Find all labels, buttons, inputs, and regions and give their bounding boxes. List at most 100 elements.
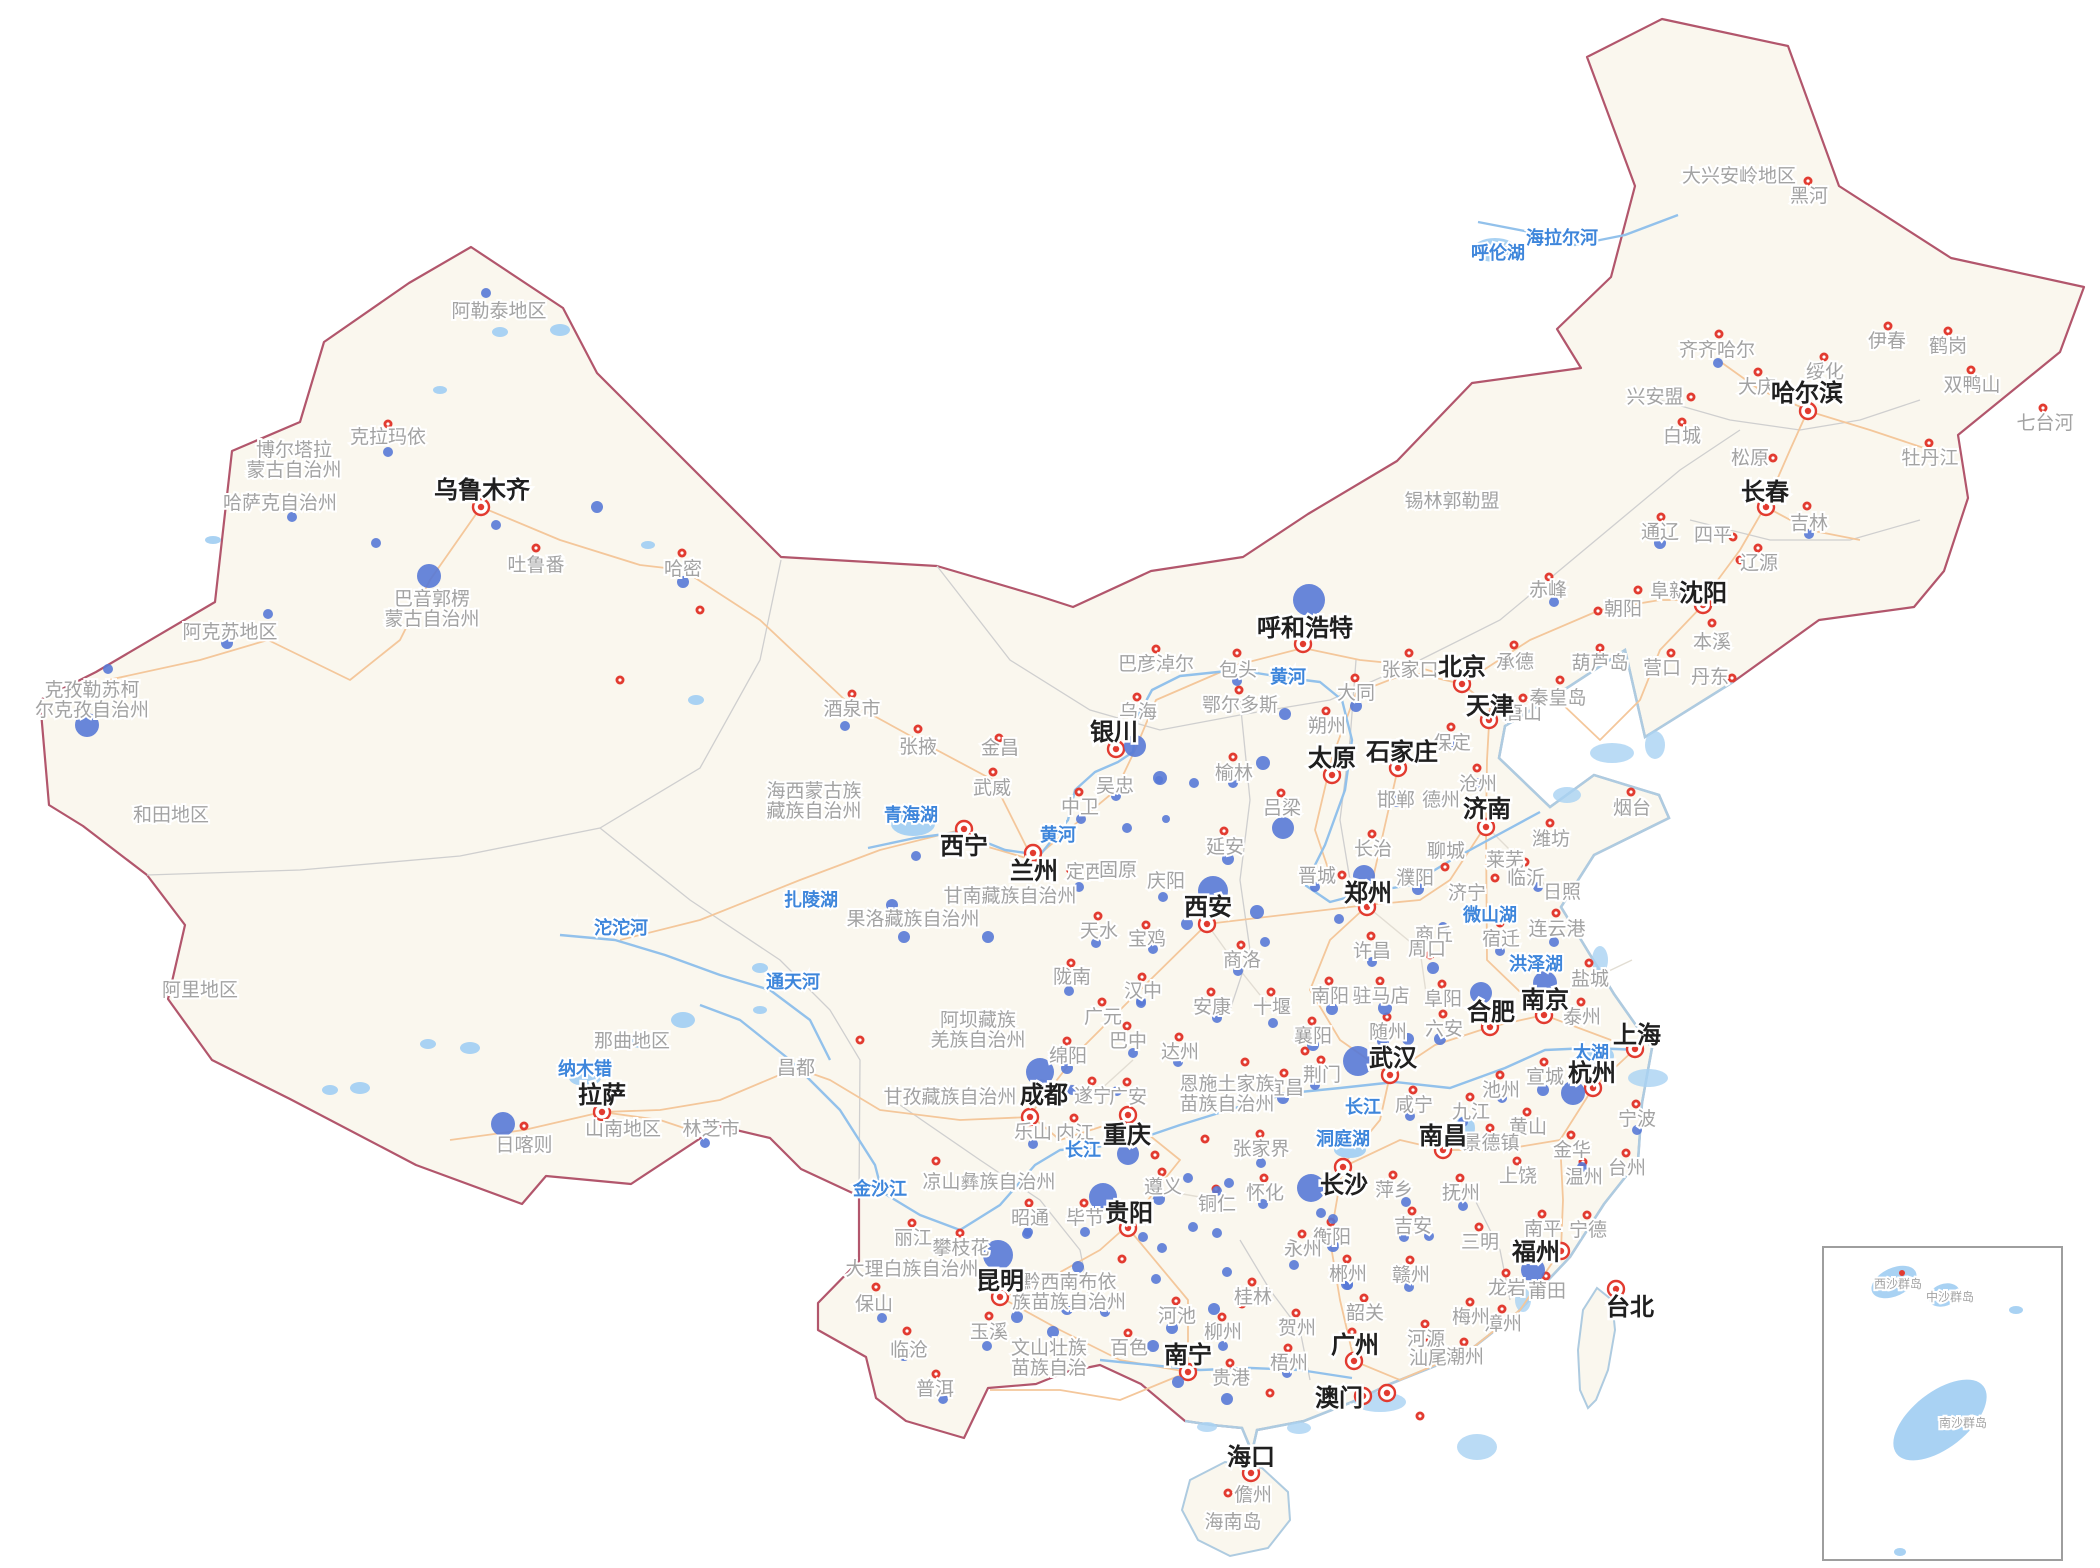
city-bubble[interactable] xyxy=(263,609,273,619)
city-bubble[interactable] xyxy=(1076,814,1086,824)
city-bubble[interactable] xyxy=(1436,796,1446,806)
city-bubble[interactable] xyxy=(1350,700,1362,712)
city-bubble[interactable] xyxy=(1221,1393,1233,1405)
city-bubble[interactable] xyxy=(1155,776,1163,784)
city-bubble[interactable] xyxy=(1289,1260,1299,1270)
city-bubble[interactable] xyxy=(1138,1232,1148,1242)
city-bubble[interactable] xyxy=(1181,918,1193,930)
city-bubble[interactable] xyxy=(886,899,898,911)
city-bubble[interactable] xyxy=(1334,914,1344,924)
city-bubble[interactable] xyxy=(1632,1125,1642,1135)
city-bubble[interactable] xyxy=(1402,1033,1414,1045)
city-bubble[interactable] xyxy=(1128,1048,1138,1058)
city-bubble[interactable] xyxy=(1577,1162,1587,1172)
city-bubble[interactable] xyxy=(1434,1033,1446,1045)
city-bubble[interactable] xyxy=(591,501,603,513)
city-bubble[interactable] xyxy=(938,1394,948,1404)
city-bubble[interactable] xyxy=(1549,937,1559,947)
city-bubble[interactable] xyxy=(1282,1368,1292,1378)
city-bubble[interactable] xyxy=(491,520,501,530)
city-bubble[interactable] xyxy=(1401,1197,1411,1207)
city-bubble[interactable] xyxy=(1208,1303,1220,1315)
city-bubble[interactable] xyxy=(983,1240,1013,1270)
city-bubble[interactable] xyxy=(1470,982,1492,1004)
city-bubble[interactable] xyxy=(1713,358,1723,368)
city-bubble[interactable] xyxy=(1151,1274,1161,1284)
city-bubble[interactable] xyxy=(877,1313,887,1323)
city-bubble[interactable] xyxy=(1228,778,1238,788)
city-bubble[interactable] xyxy=(1533,882,1543,892)
city-bubble[interactable] xyxy=(75,713,99,737)
city-bubble[interactable] xyxy=(1173,1057,1183,1067)
city-bubble[interactable] xyxy=(1157,1243,1167,1253)
city-bubble[interactable] xyxy=(1061,1062,1073,1074)
city-bubble[interactable] xyxy=(1353,865,1375,887)
city-bubble[interactable] xyxy=(1028,1139,1038,1149)
city-bubble[interactable] xyxy=(1561,1081,1585,1105)
city-bubble[interactable] xyxy=(1188,1222,1198,1232)
city-bubble[interactable] xyxy=(700,1138,710,1148)
city-bubble[interactable] xyxy=(371,538,381,548)
city-bubble[interactable] xyxy=(221,637,233,649)
city-bubble[interactable] xyxy=(1183,1173,1193,1183)
city-bubble[interactable] xyxy=(1124,735,1146,757)
city-bubble[interactable] xyxy=(1403,665,1415,677)
city-bubble[interactable] xyxy=(1495,946,1505,956)
city-bubble[interactable] xyxy=(1549,597,1559,607)
city-bubble[interactable] xyxy=(287,512,297,522)
city-bubble[interactable] xyxy=(1047,1326,1059,1338)
city-bubble[interactable] xyxy=(1293,584,1325,616)
city-bubble[interactable] xyxy=(417,564,441,588)
city-bubble[interactable] xyxy=(1061,1303,1073,1315)
city-bubble[interactable] xyxy=(1011,1311,1023,1323)
city-bubble[interactable] xyxy=(1189,778,1199,788)
city-bubble[interactable] xyxy=(1377,1035,1389,1047)
city-bubble[interactable] xyxy=(1272,817,1294,839)
city-bubble[interactable] xyxy=(1067,1085,1077,1095)
city-bubble[interactable] xyxy=(1424,1231,1434,1241)
city-bubble[interactable] xyxy=(1218,1341,1228,1351)
city-bubble[interactable] xyxy=(1412,883,1424,895)
city-bubble[interactable] xyxy=(1158,892,1168,902)
city-bubble[interactable] xyxy=(1390,795,1402,807)
city-bubble[interactable] xyxy=(1256,756,1270,770)
city-bubble[interactable] xyxy=(1367,957,1377,967)
city-bubble[interactable] xyxy=(1222,1267,1232,1277)
city-bubble[interactable] xyxy=(1091,938,1101,948)
city-bubble[interactable] xyxy=(1026,1058,1054,1086)
city-bubble[interactable] xyxy=(481,288,491,298)
city-bubble[interactable] xyxy=(383,447,393,457)
city-bubble[interactable] xyxy=(1224,1178,1234,1188)
city-bubble[interactable] xyxy=(1405,1111,1415,1121)
city-bubble[interactable] xyxy=(1297,1174,1325,1202)
city-bubble[interactable] xyxy=(1277,1092,1289,1104)
city-bubble[interactable] xyxy=(1117,1143,1139,1165)
city-bubble[interactable] xyxy=(1260,937,1270,947)
city-bubble[interactable] xyxy=(491,1112,515,1136)
city-bubble[interactable] xyxy=(1212,1186,1222,1196)
city-bubble[interactable] xyxy=(1804,529,1814,539)
city-bubble[interactable] xyxy=(1310,882,1320,892)
city-bubble[interactable] xyxy=(1310,1080,1320,1090)
city-bubble[interactable] xyxy=(677,576,689,588)
city-bubble[interactable] xyxy=(1458,1117,1468,1127)
city-bubble[interactable] xyxy=(1072,1261,1084,1273)
city-bubble[interactable] xyxy=(1521,1258,1545,1282)
city-bubble[interactable] xyxy=(1256,1158,1266,1168)
city-bubble[interactable] xyxy=(1212,1228,1222,1238)
city-bubble[interactable] xyxy=(1326,1003,1338,1015)
city-bubble[interactable] xyxy=(1023,1227,1033,1237)
city-bubble[interactable] xyxy=(1427,962,1439,974)
city-bubble[interactable] xyxy=(1089,1183,1117,1211)
city-bubble[interactable] xyxy=(1122,823,1132,833)
city-bubble[interactable] xyxy=(1153,1193,1165,1205)
city-bubble[interactable] xyxy=(1341,1278,1353,1290)
city-bubble[interactable] xyxy=(911,851,921,861)
city-bubble[interactable] xyxy=(1112,1086,1122,1096)
city-bubble[interactable] xyxy=(1148,944,1158,954)
city-bubble[interactable] xyxy=(1378,1001,1392,1015)
city-bubble[interactable] xyxy=(1147,1340,1159,1352)
city-bubble[interactable] xyxy=(898,931,910,943)
